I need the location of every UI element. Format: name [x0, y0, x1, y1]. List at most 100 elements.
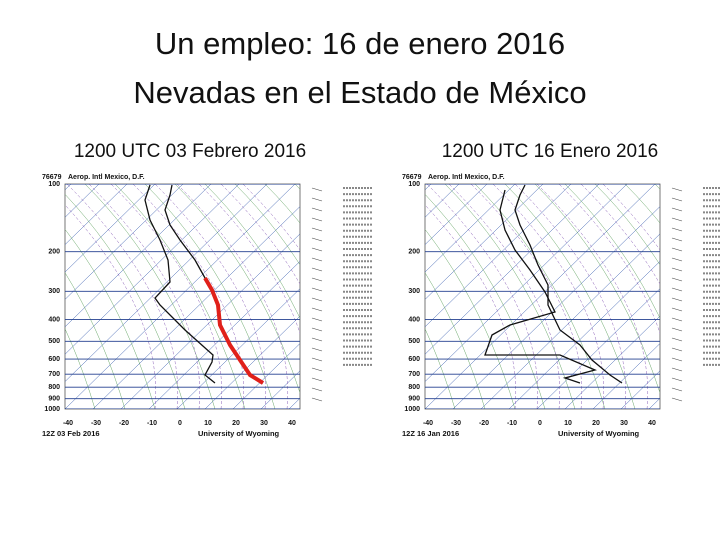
pressure-label: 400	[48, 316, 60, 323]
pressure-label: 600	[408, 356, 420, 363]
dry-adiabat	[504, 184, 636, 409]
wind-barb	[311, 207, 323, 212]
moist-adiabat	[198, 184, 300, 335]
moist-adiabat	[220, 184, 300, 285]
dry-adiabat	[264, 184, 300, 224]
moist-adiabat	[176, 184, 288, 409]
wind-barb	[311, 267, 323, 272]
pressure-label: 500	[48, 338, 60, 345]
footer-source: University of Wyoming	[198, 429, 280, 438]
isotherm	[620, 370, 660, 409]
pressure-label: 300	[408, 288, 420, 295]
wind-barb	[671, 317, 683, 322]
dry-adiabat	[234, 184, 300, 266]
moist-adiabat	[580, 184, 660, 285]
wind-barb	[671, 307, 683, 312]
moist-adiabat	[426, 184, 538, 409]
temperature-label: 40	[288, 420, 296, 427]
wind-barb	[671, 277, 683, 282]
isotherm	[425, 184, 628, 382]
temperature-label: -30	[91, 420, 101, 427]
dry-adiabat	[425, 272, 486, 409]
pressure-label: 100	[408, 181, 420, 188]
title-line: Nevadas en el Estado de México	[133, 75, 586, 110]
wind-barb	[311, 357, 323, 362]
temperature-curve	[514, 184, 623, 384]
moist-adiabat	[448, 184, 560, 409]
station-id: 76679	[402, 174, 422, 181]
wind-barb	[671, 227, 683, 232]
wind-barb	[671, 387, 683, 392]
isotherm	[204, 315, 300, 409]
wind-barb	[671, 397, 683, 402]
pressure-label: 100	[48, 181, 60, 188]
plot-frame	[424, 183, 661, 410]
wind-barb	[671, 327, 683, 332]
wind-barb	[311, 237, 323, 242]
isotherm	[0, 184, 43, 409]
moist-adiabat	[242, 184, 300, 251]
pressure-label: 800	[408, 384, 420, 391]
wind-barb	[671, 297, 683, 302]
isotherm	[148, 260, 300, 409]
dry-adiabat	[425, 228, 516, 409]
temperature-label: -40	[63, 420, 73, 427]
temperature-label: 30	[620, 420, 628, 427]
wind-barb	[671, 287, 683, 292]
temperature-label: -30	[451, 420, 461, 427]
plot-lines	[425, 184, 660, 409]
pressure-label: 700	[408, 371, 420, 378]
isotherm	[0, 184, 15, 409]
plot-frame	[64, 183, 301, 410]
temperature-label: -20	[479, 420, 489, 427]
temperature-label: -10	[147, 420, 157, 427]
pressure-label: 900	[48, 396, 60, 403]
wind-barb	[311, 227, 323, 232]
moist-adiabat	[514, 184, 626, 409]
moist-adiabat	[425, 204, 516, 409]
dry-adiabat	[594, 184, 660, 266]
pressure-label: 800	[48, 384, 60, 391]
skewt-panel: 1200 UTC 03 Febrero 2016 76679 Aerop. Intl…	[0, 141, 372, 438]
dewpoint-curve	[144, 184, 216, 384]
footer-source: University of Wyoming	[558, 429, 640, 438]
wind-barb	[671, 187, 683, 192]
wind-barb	[311, 197, 323, 202]
wind-barb	[311, 347, 323, 352]
wind-barb	[311, 247, 323, 252]
isotherm	[65, 184, 72, 191]
temperature-label: -10	[507, 420, 517, 427]
wind-barb	[311, 377, 323, 382]
pressure-label: 1000	[44, 406, 60, 413]
wind-barb	[311, 337, 323, 342]
moist-adiabat	[88, 184, 200, 409]
dry-adiabat	[624, 184, 660, 224]
temperature-label: 40	[648, 420, 656, 427]
wind-barb	[671, 337, 683, 342]
wind-barb	[311, 397, 323, 402]
pressure-label: 200	[48, 249, 60, 256]
highlight-curve	[203, 276, 265, 385]
isotherm	[480, 233, 660, 409]
dry-adiabat	[564, 184, 660, 319]
temperature-label: 0	[178, 420, 182, 427]
wind-barb	[311, 387, 323, 392]
temperature-label: -20	[119, 420, 129, 427]
isotherm	[260, 370, 300, 409]
footer-time: 12Z 03 Feb 2016	[42, 429, 100, 438]
dry-adiabat	[144, 184, 276, 409]
dry-adiabat	[114, 184, 246, 409]
wind-barb	[311, 287, 323, 292]
wind-barb	[671, 197, 683, 202]
dry-adiabat	[425, 328, 456, 409]
pressure-label: 300	[48, 288, 60, 295]
temperature-label: 10	[564, 420, 572, 427]
wind-barb	[671, 377, 683, 382]
wind-barb	[671, 217, 683, 222]
wind-barb	[311, 367, 323, 372]
dry-adiabat	[444, 184, 576, 409]
moist-adiabat	[602, 184, 660, 251]
isotherm	[536, 288, 660, 409]
isotherm	[452, 206, 660, 409]
